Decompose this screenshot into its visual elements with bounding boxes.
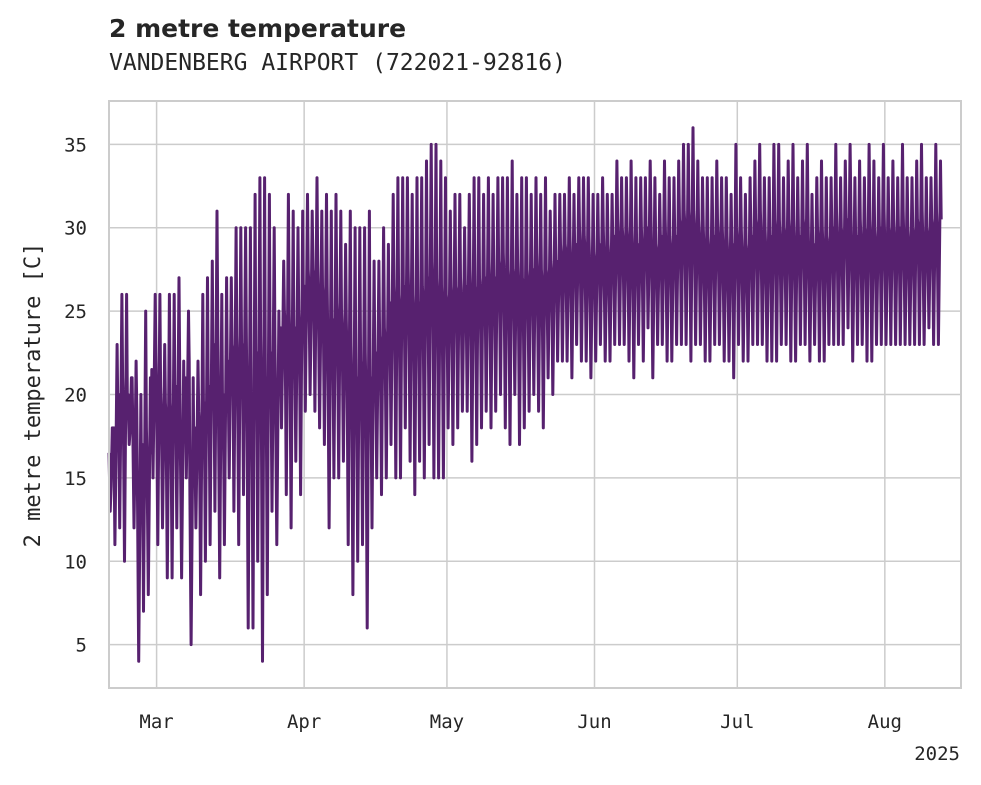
x-tick-label: Jul: [720, 711, 754, 733]
y-tick-label: 25: [64, 301, 87, 323]
y-tick-label: 10: [64, 551, 87, 573]
x-axis-year-label: 2025: [914, 743, 960, 765]
x-tick-label: Apr: [287, 711, 321, 733]
y-tick-label: 20: [64, 385, 87, 407]
y-tick-label: 30: [64, 218, 87, 240]
y-tick-label: 15: [64, 468, 87, 490]
chart-title: 2 metre temperature: [109, 14, 407, 43]
y-axis-label: 2 metre temperature [C]: [21, 243, 46, 548]
x-tick-label: May: [430, 711, 464, 733]
y-tick-label: 35: [64, 134, 87, 156]
y-tick-label: 5: [76, 635, 87, 657]
x-tick-label: Aug: [868, 711, 902, 733]
y-axis-ticks: 5 10 15 20 25 30 35: [64, 134, 87, 656]
temperature-series-line: [107, 126, 943, 663]
chart-subtitle: VANDENBERG AIRPORT (722021-92816): [109, 50, 566, 76]
plot-frame: [108, 100, 962, 689]
series-group: [107, 126, 943, 663]
x-tick-label: Jun: [577, 711, 611, 733]
x-axis-ticks: Mar Apr May Jun Jul Aug: [139, 711, 902, 733]
x-tick-label: Mar: [139, 711, 173, 733]
